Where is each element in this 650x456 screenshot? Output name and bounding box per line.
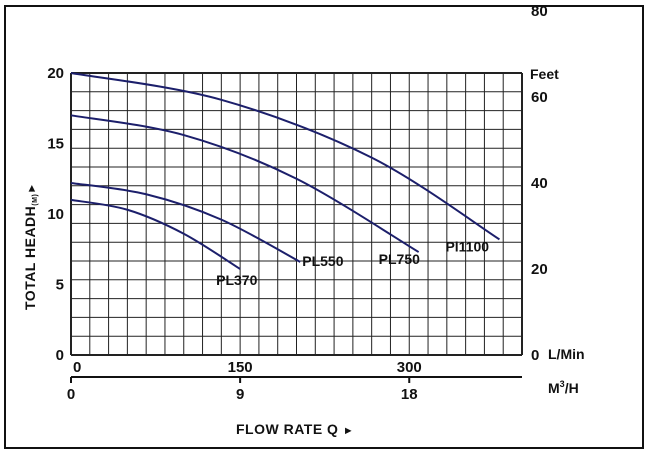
series-label-pl1100: Pl1100 [445,238,489,254]
x-axis-title-text: FLOW RATE Q [236,421,338,437]
y-left-tick-label: 0 [56,347,64,364]
curve-pl550 [70,181,301,263]
y-axis-title: TOTAL HEADH(M)► [22,182,39,310]
x-m3h-unit-tail: /H [565,380,579,396]
y-axis-title-text: TOTAL HEADH [22,206,38,310]
grid [70,72,523,383]
x-m3h-tick-label: 0 [67,386,75,403]
chart-frame [4,5,644,449]
y-right-tick-label: 0 [531,347,539,364]
y-left-tick-label: 15 [47,136,64,153]
y-right-tick-label: 60 [531,89,548,106]
y-right-tick-label: 20 [531,261,548,278]
svg-text:TOTAL HEADH(M)►: TOTAL HEADH(M)► [22,182,39,310]
x-m3h-tick-label: 18 [401,386,418,403]
y-axis-title-sub: (M) [32,194,39,206]
curves [70,72,500,270]
labels: 0 5 10 15 20 0 20 40 60 80 0 150 300 0 9 18 PL370 PL550 PL… [47,3,547,403]
y-left-tick-label: 10 [47,206,64,223]
series-label-pl550: PL550 [302,253,343,269]
y-right-tick-label: 40 [531,175,548,192]
x-axis-title: FLOW RATE Q ► [236,421,354,437]
x-lmin-tick-label: 0 [73,359,81,376]
y-right-tick-label: 80 [531,3,548,20]
svg-text:FLOW RATE Q ►: FLOW RATE Q ► [236,421,354,437]
x-lmin-tick-label: 150 [228,359,253,376]
x-m3h-unit-base: M [548,380,560,396]
x-m3h-tick-label: 9 [236,386,244,403]
x-lmin-unit: L/Min [548,346,585,362]
curve-pl370 [70,198,241,270]
x-m3h-unit-sup: 3 [560,379,565,389]
series-label-pl750: PL750 [379,251,420,267]
x-m3h-unit: M3/H [548,379,579,396]
x-axis-arrow: ► [343,425,354,437]
curve-pl750 [70,114,420,253]
x-lmin-tick-label: 300 [397,359,422,376]
y-left-tick-label: 20 [47,65,64,82]
y-left-tick-label: 5 [56,277,64,294]
y-axis-arrow: ► [26,182,38,193]
curve-pl1100 [70,72,500,241]
y-right-unit: Feet [530,66,559,82]
series-label-pl370: PL370 [216,272,257,288]
